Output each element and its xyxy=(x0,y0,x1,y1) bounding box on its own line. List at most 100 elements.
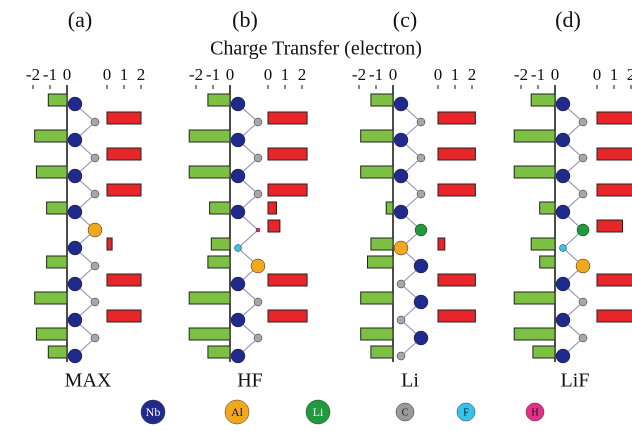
bar xyxy=(107,274,141,286)
atom xyxy=(68,349,82,363)
panel-label: (d) xyxy=(555,7,581,32)
atom xyxy=(91,298,99,306)
atom xyxy=(577,224,589,236)
bar xyxy=(540,256,555,268)
atom xyxy=(231,313,245,327)
bar xyxy=(36,166,67,178)
bar xyxy=(35,292,67,304)
atom xyxy=(231,205,245,219)
atom xyxy=(556,169,570,183)
atom xyxy=(579,334,587,342)
atom xyxy=(231,133,245,147)
atom xyxy=(414,259,428,273)
bar xyxy=(189,328,230,340)
panel-label: (a) xyxy=(68,7,92,32)
bar xyxy=(107,112,141,124)
atom xyxy=(231,277,245,291)
x-tick-label: -2 xyxy=(352,65,366,84)
bar xyxy=(597,148,632,160)
bar xyxy=(597,310,632,322)
x-tick-label: 0 xyxy=(389,65,398,84)
atom xyxy=(254,298,262,306)
atom xyxy=(68,277,82,291)
bar xyxy=(107,238,112,250)
atom xyxy=(91,154,99,162)
bar xyxy=(361,328,393,340)
atom xyxy=(417,154,425,162)
bar xyxy=(268,202,277,214)
bar xyxy=(268,274,307,286)
bar xyxy=(514,292,555,304)
atom xyxy=(576,259,590,273)
atom xyxy=(91,334,99,342)
bar xyxy=(210,202,230,214)
bar xyxy=(268,220,280,232)
bar xyxy=(514,166,555,178)
atom xyxy=(256,228,260,232)
atom xyxy=(254,190,262,198)
atom xyxy=(68,133,82,147)
bar xyxy=(268,184,307,196)
atom xyxy=(68,241,82,255)
bar xyxy=(438,238,445,250)
atom xyxy=(394,205,408,219)
atom xyxy=(556,97,570,111)
bar xyxy=(540,202,555,214)
x-tick-label: -2 xyxy=(26,65,40,84)
panel-label: (c) xyxy=(393,7,417,32)
x-tick-label: -1 xyxy=(369,65,383,84)
bar xyxy=(368,256,394,268)
atom xyxy=(556,313,570,327)
bar xyxy=(189,166,230,178)
bar xyxy=(438,184,475,196)
panel-label: (b) xyxy=(232,7,258,32)
x2-tick-label: 1 xyxy=(451,65,460,84)
atom xyxy=(254,334,262,342)
bar xyxy=(48,94,67,106)
atom xyxy=(91,118,99,126)
atom xyxy=(68,169,82,183)
bar xyxy=(533,346,555,358)
atom xyxy=(394,241,408,255)
x-tick-label: -1 xyxy=(531,65,545,84)
bar xyxy=(361,130,393,142)
panel-name: MAX xyxy=(65,370,112,392)
legend-label: C xyxy=(402,407,409,418)
x-tick-label: -2 xyxy=(189,65,203,84)
x-tick-label: 0 xyxy=(63,65,72,84)
bar xyxy=(47,256,67,268)
atom xyxy=(251,259,265,273)
atom xyxy=(579,190,587,198)
bar xyxy=(514,130,555,142)
atom xyxy=(68,97,82,111)
bar xyxy=(211,238,230,250)
atom xyxy=(417,118,425,126)
bar xyxy=(189,130,230,142)
atom xyxy=(235,245,242,252)
atom xyxy=(579,118,587,126)
bar xyxy=(268,310,307,322)
bar xyxy=(189,292,230,304)
bar xyxy=(438,112,475,124)
x-tick-label: -1 xyxy=(206,65,220,84)
x2-tick-label: 0 xyxy=(264,65,273,84)
bar xyxy=(268,112,307,124)
bar xyxy=(47,202,67,214)
legend-label: Al xyxy=(231,405,244,419)
bar xyxy=(208,346,230,358)
x2-tick-label: 2 xyxy=(627,65,632,84)
bar xyxy=(597,112,632,124)
bar xyxy=(268,148,307,160)
atom xyxy=(394,97,408,111)
panel-name: Li xyxy=(401,370,419,392)
figure: Charge Transfer (electron) (a)MAX-2-1001… xyxy=(0,0,632,431)
bar xyxy=(597,220,623,232)
legend-label: F xyxy=(463,407,469,418)
bar xyxy=(371,238,393,250)
atom xyxy=(556,133,570,147)
atom xyxy=(254,118,262,126)
bar xyxy=(386,202,393,214)
